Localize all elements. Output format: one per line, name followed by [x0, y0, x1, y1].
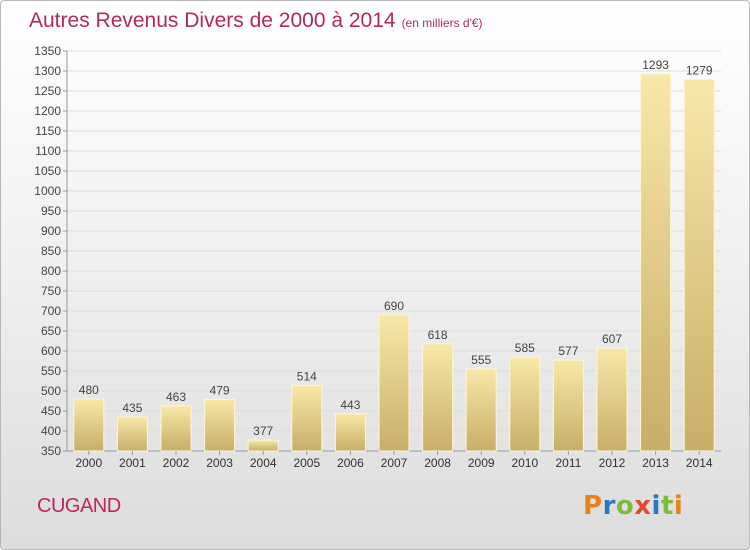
x-axis-tick-labels: 2000 2001 2002 2003 2004 2005 2006 2007 2008 2009…	[75, 451, 713, 470]
y-tick-label: 500	[41, 384, 61, 398]
bar-2002	[160, 405, 192, 452]
y-tick-label: 850	[41, 244, 61, 258]
chart-title: Autres Revenus Divers de 2000 à 2014 (en …	[29, 9, 483, 33]
data-label: 479	[210, 383, 230, 397]
bar-2005	[291, 384, 323, 452]
data-label: 377	[253, 424, 273, 438]
x-tick-label: 2005	[293, 456, 320, 470]
y-tick-label: 450	[41, 404, 61, 418]
data-label: 1279	[686, 63, 713, 77]
logo-letter: t	[660, 491, 674, 521]
bar-2014	[683, 78, 715, 452]
bar-2007	[378, 314, 410, 452]
data-label: 1293	[642, 58, 669, 72]
x-tick-label: 2014	[686, 456, 713, 470]
y-tick-label: 950	[41, 204, 61, 218]
y-tick-label: 900	[41, 224, 61, 238]
y-tick-label: 400	[41, 424, 61, 438]
x-tick-label: 2010	[511, 456, 538, 470]
y-tick-label: 800	[41, 264, 61, 278]
chart-title-text: Autres Revenus Divers de 2000 à 2014	[29, 9, 396, 32]
y-tick-label: 1000	[34, 184, 61, 198]
y-tick-label: 1350	[34, 44, 61, 58]
data-label: 480	[79, 383, 99, 397]
logo-letter: i	[673, 491, 684, 521]
logo-letter: P	[583, 491, 603, 521]
y-tick-label: 350	[41, 444, 61, 458]
y-tick-label: 1150	[35, 124, 61, 138]
x-tick-label: 2008	[424, 456, 451, 470]
y-axis-tick-labels: 350 400 450 500 550 600 650 700 750 800 850 900 950 1…	[34, 44, 61, 458]
location-label: CUGAND	[37, 495, 121, 517]
logo-letter: r	[602, 491, 616, 521]
y-tick-label: 1200	[34, 104, 61, 118]
bar-2012	[596, 347, 628, 452]
bar-2004	[247, 439, 279, 452]
x-tick-label: 2013	[642, 456, 669, 470]
data-label: 435	[122, 401, 142, 415]
logo-letter: i	[651, 491, 661, 521]
y-tick-label: 1300	[34, 64, 61, 78]
x-tick-label: 2001	[119, 456, 146, 470]
x-tick-label: 2011	[555, 456, 581, 470]
bar-2006	[334, 413, 366, 452]
data-label: 463	[166, 390, 186, 404]
x-tick-label: 2003	[206, 456, 233, 470]
bars	[73, 73, 715, 452]
bar-2009	[465, 368, 497, 452]
data-label: 555	[471, 353, 491, 367]
logo-letter: o	[615, 491, 635, 521]
y-tick-label: 600	[41, 344, 61, 358]
data-labels: 480 435 463 479 377 514 443 690 618 555 585 577 607 1…	[79, 58, 713, 438]
bar-2001	[116, 416, 148, 452]
bar-2010	[509, 356, 541, 452]
x-tick-label: 2009	[468, 456, 495, 470]
proxiti-logo[interactable]: Proxiti	[583, 491, 683, 521]
data-label: 514	[297, 369, 317, 383]
data-label: 585	[515, 341, 535, 355]
bar-2000	[73, 398, 105, 452]
x-tick-label: 2012	[599, 456, 626, 470]
bar-2013	[640, 73, 672, 452]
x-tick-label: 2004	[250, 456, 277, 470]
data-label: 607	[602, 332, 622, 346]
y-tick-label: 650	[41, 324, 61, 338]
bar-2008	[422, 343, 454, 452]
y-tick-label: 1250	[34, 84, 61, 98]
y-tick-label: 750	[41, 284, 61, 298]
logo-letter: x	[634, 491, 652, 521]
chart-subtitle: (en milliers d'€)	[401, 16, 483, 30]
bar-2003	[204, 398, 236, 452]
y-tick-label: 550	[41, 364, 61, 378]
data-label: 443	[340, 398, 360, 412]
data-label: 618	[428, 328, 448, 342]
data-label: 577	[558, 344, 578, 358]
data-label: 690	[384, 299, 404, 313]
y-tick-label: 700	[41, 304, 61, 318]
x-tick-label: 2007	[381, 456, 408, 470]
y-tick-label: 1100	[35, 144, 61, 158]
x-tick-label: 2006	[337, 456, 364, 470]
bar-2011	[552, 359, 584, 452]
y-tick-label: 1050	[34, 164, 61, 178]
x-tick-label: 2000	[75, 456, 102, 470]
x-tick-label: 2002	[163, 456, 190, 470]
